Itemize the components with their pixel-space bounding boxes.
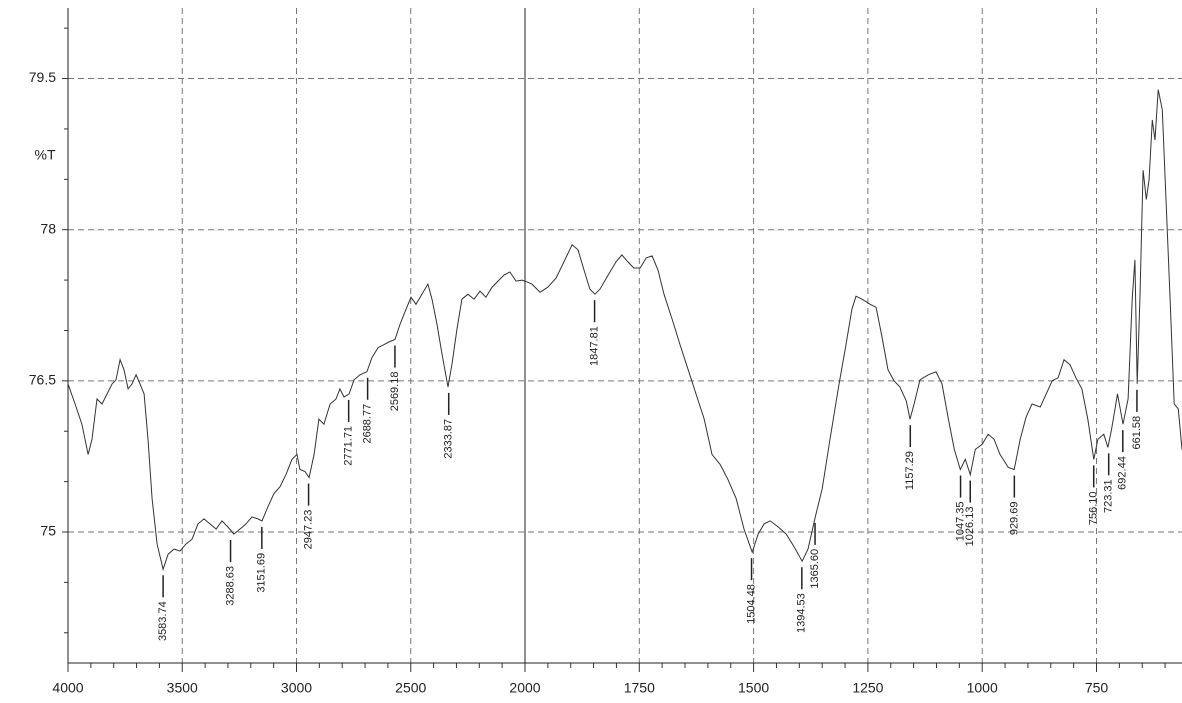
peak-label: 2688.77 [362,404,374,444]
x-tick-label: 750 [1085,680,1109,696]
y-axis-label: %T [35,147,56,163]
x-tick-label: 3500 [167,680,198,696]
x-tick-label: 4000 [52,680,83,696]
x-tick-label: 1500 [738,680,769,696]
peak-label: 1157.29 [904,451,916,490]
x-tick-label: 2500 [395,680,426,696]
y-tick-label: 78 [40,220,56,236]
y-tick-label: 75 [40,523,56,539]
peak-label: 756.10 [1088,491,1100,525]
peak-label: 1026.13 [964,507,976,547]
peak-label: 3151.69 [256,553,268,593]
peak-label: 723.31 [1103,479,1115,513]
peak-label: 1365.60 [809,549,821,589]
peak-label: 692.44 [1117,456,1129,490]
x-tick-label: 1750 [624,680,655,696]
peak-label: 2333.87 [443,419,455,459]
peak-label: 1394.53 [796,593,808,633]
peak-label: 1504.48 [745,584,757,624]
peak-label: 3583.74 [157,601,169,641]
peak-label: 929.69 [1008,502,1020,536]
peak-label: 3288.63 [224,566,236,606]
x-tick-label: 1250 [852,680,883,696]
peak-label: 2947.23 [302,510,314,550]
x-tick-label: 1000 [967,680,998,696]
peak-label: 1047.35 [954,502,966,542]
peak-label: 661.58 [1131,416,1143,450]
peak-label: 2569.18 [389,372,401,412]
spectrum-line [67,89,1182,572]
peak-label: 1847.81 [588,326,600,366]
y-tick-label: 79.5 [29,69,56,85]
x-tick-label: 3000 [281,680,312,696]
peak-label: 2771.71 [343,426,355,466]
y-tick-label: 76.5 [29,372,56,388]
x-tick-label: 2000 [509,680,540,696]
